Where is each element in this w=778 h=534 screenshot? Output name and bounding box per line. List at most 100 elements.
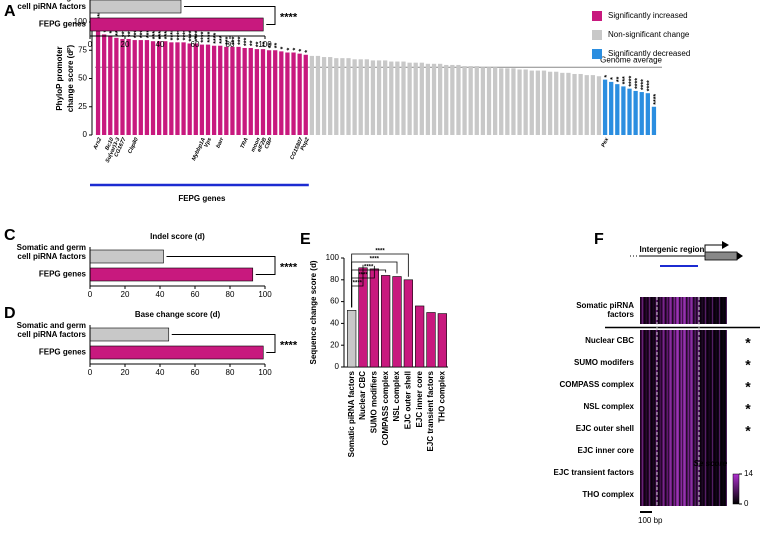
bar xyxy=(403,279,413,368)
bar xyxy=(499,68,504,135)
significance-label: * xyxy=(604,75,611,78)
y-tick-label: Somatic and germ xyxy=(17,243,86,252)
y-tick-label: 60 xyxy=(330,297,339,306)
x-tick-label: 0 xyxy=(88,368,93,377)
significance-label: *** xyxy=(231,36,238,44)
heatmap-texture xyxy=(640,352,727,374)
bar xyxy=(554,71,559,135)
significance-label: *** xyxy=(244,38,251,46)
row-label: Nuclear CBC xyxy=(585,336,634,345)
significance-label: **** xyxy=(152,28,159,39)
x-tick-label: Cbp80 xyxy=(127,137,140,155)
x-tick-label: Somatic piRNA factors xyxy=(347,370,356,457)
significance-label: **** xyxy=(134,27,141,38)
x-tick-label: 100 xyxy=(258,368,272,377)
significance-label: *** xyxy=(219,35,226,43)
significance-label: **** xyxy=(176,29,183,40)
bar xyxy=(248,47,253,135)
bar xyxy=(205,44,211,135)
bar xyxy=(303,54,308,135)
significance-label: * xyxy=(286,48,293,51)
row-label: SUMO modifers xyxy=(574,358,635,367)
y-tick-label: Somatic and germ xyxy=(17,321,86,330)
bar xyxy=(486,67,492,135)
bar xyxy=(273,50,278,135)
bar xyxy=(468,66,473,135)
bar xyxy=(425,63,431,136)
colorbar xyxy=(732,473,740,505)
bar xyxy=(266,50,272,135)
y-tick-label: 25 xyxy=(78,102,87,111)
significance-label: *** xyxy=(237,36,244,44)
x-tick-label: 40 xyxy=(156,40,165,49)
x-tick-label: eIF2B xyxy=(256,137,268,153)
bar xyxy=(615,84,620,135)
significance-label: * xyxy=(745,423,751,439)
significance-label: * xyxy=(745,379,751,395)
bar xyxy=(108,35,113,136)
bar xyxy=(578,73,583,135)
bracket-label: FEPG genes xyxy=(178,194,226,203)
x-tick-label: 40 xyxy=(156,290,165,299)
bar xyxy=(132,40,137,135)
bar xyxy=(138,40,143,135)
x-tick-label: EJC inner core xyxy=(415,370,424,427)
bar xyxy=(347,310,357,368)
bar xyxy=(297,53,302,135)
tss-arrow xyxy=(704,244,722,252)
bar xyxy=(89,0,182,14)
bar xyxy=(102,34,107,135)
bar xyxy=(340,58,345,135)
bar xyxy=(407,62,412,135)
bar xyxy=(602,79,608,135)
bar xyxy=(492,67,498,135)
panel-letter: F xyxy=(594,231,604,248)
y-tick-label: 20 xyxy=(330,340,339,349)
significance-label: **** xyxy=(653,94,660,105)
bar xyxy=(169,42,174,136)
significance-label: **** xyxy=(121,26,128,37)
row-label: EJC transient factors xyxy=(554,468,635,477)
colorbar-tick-label: 0 xyxy=(744,499,749,508)
bar xyxy=(651,106,657,135)
bar xyxy=(187,43,192,135)
bar xyxy=(541,70,547,135)
bar xyxy=(236,46,241,135)
bar xyxy=(334,58,339,135)
bar xyxy=(193,43,198,135)
y-tick-label: FEPG genes xyxy=(39,20,87,29)
significance-label: **** xyxy=(97,11,104,22)
x-tick-label: CBP xyxy=(264,137,274,150)
bar xyxy=(413,62,418,135)
significance-label: **** xyxy=(170,29,177,40)
arrow-head xyxy=(737,252,743,260)
significance-label: * xyxy=(610,77,617,80)
bar xyxy=(383,60,388,135)
x-tick-label: 100 xyxy=(258,290,272,299)
bar xyxy=(89,327,170,342)
y-tick-label: cell piRNA factors xyxy=(17,2,86,11)
bar xyxy=(181,42,186,136)
colorbar-label: Se score xyxy=(694,459,728,468)
significance-bracket xyxy=(171,334,276,353)
legend-swatch xyxy=(592,49,602,59)
bar xyxy=(230,46,235,135)
x-tick-label: EJC transient factors xyxy=(426,370,435,451)
bar xyxy=(419,62,424,135)
y-axis-label: Sequence change score (d) xyxy=(309,260,318,364)
significance-bracket xyxy=(166,256,276,275)
significance-label: **** xyxy=(146,27,153,38)
significance-label: **** xyxy=(634,78,641,89)
x-tick-label: 80 xyxy=(226,368,235,377)
x-tick-label: Pex xyxy=(601,136,611,148)
x-tick-label: 60 xyxy=(191,290,200,299)
significance-label: **** xyxy=(140,27,147,38)
x-tick-label: 100 xyxy=(258,40,272,49)
x-tick-label: SUMO modifiers xyxy=(369,370,378,433)
bar xyxy=(462,66,467,135)
bar xyxy=(369,268,379,368)
bar xyxy=(560,72,565,135)
bar xyxy=(89,345,264,360)
bar xyxy=(211,45,217,136)
significance-label: **** xyxy=(182,29,189,40)
